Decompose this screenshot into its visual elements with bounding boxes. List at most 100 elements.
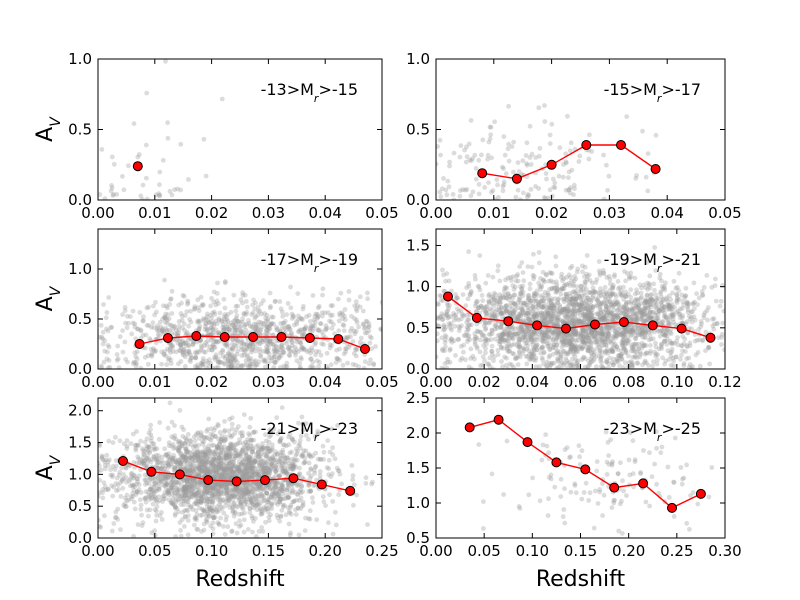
scatter-point [334,355,340,361]
scatter-point [228,359,234,365]
scatter-point [579,300,585,305]
scatter-point [622,308,628,313]
scatter-point [184,331,189,337]
scatter-point [250,302,256,308]
scatter-point [336,318,342,324]
scatter-point [320,292,325,298]
scatter-point [245,352,250,358]
scatter-point [289,331,294,337]
scatter-point [134,349,140,355]
scatter-point [265,318,271,324]
scatter-point [552,285,557,291]
scatter-point [287,348,293,354]
scatter-point [156,191,162,197]
scatter-point [600,364,605,369]
scatter-point [155,325,160,331]
scatter-point [509,324,515,330]
scatter-point [597,314,603,320]
scatter-point [300,306,306,312]
scatter-point [220,353,226,359]
scatter-point [520,307,526,313]
scatter-point [546,327,552,333]
scatter-point [466,283,472,289]
scatter-point [586,290,592,295]
scatter-point [105,342,111,348]
scatter-point [194,349,200,355]
scatter-point [507,309,513,315]
scatter-point [510,330,516,336]
scatter-point [502,338,508,343]
scatter-point [264,324,270,330]
scatter-point [234,344,239,349]
scatter-point [492,119,497,125]
scatter-point [687,340,693,346]
scatter-point [161,351,167,357]
scatter-point [587,316,593,322]
scatter-point [598,334,604,340]
scatter-point [230,337,236,343]
scatter-point [507,361,513,367]
scatter-point [615,347,620,352]
y-axis-label: AV [33,116,64,142]
scatter-point [600,333,606,339]
scatter-point [660,318,666,324]
scatter-point [470,353,476,359]
scatter-point [692,317,698,323]
scatter-point [617,285,623,290]
scatter-point [660,331,666,337]
scatter-point [569,337,575,343]
scatter-point [569,320,575,326]
scatter-point [463,333,468,338]
scatter-point [200,361,206,367]
scatter-point [253,314,259,319]
scatter-point [305,349,310,355]
scatter-point [274,327,280,333]
scatter-point [196,319,202,325]
scatter-point [180,340,186,345]
scatter-point [551,342,557,347]
scatter-point [215,301,221,306]
scatter-point [757,301,762,306]
scatter-point [590,311,595,316]
scatter-point [210,310,216,316]
scatter-point [665,302,670,308]
scatter-point [201,349,207,355]
scatter-point [204,328,210,334]
scatter-point [603,307,608,313]
scatter-point [601,196,607,200]
scatter-point [601,315,607,320]
scatter-point [476,284,482,290]
scatter-point [589,312,595,318]
scatter-point [579,346,585,352]
scatter-point [558,357,564,362]
scatter-point [566,308,572,314]
scatter-point [543,309,548,315]
scatter-point [239,328,245,334]
scatter-point [650,363,655,369]
scatter-point [513,331,519,337]
scatter-point [606,306,612,312]
scatter-point [319,329,325,335]
scatter-point [584,316,590,321]
scatter-point [589,350,595,356]
scatter-point [680,305,685,311]
scatter-point [482,333,487,339]
scatter-point [225,358,231,364]
scatter-point [353,346,358,351]
scatter-point [490,188,496,193]
scatter-point [238,340,244,346]
scatter-point [366,321,372,327]
scatter-point [507,294,513,299]
scatter-point [198,294,204,300]
scatter-point [562,306,568,312]
scatter-point [175,332,181,338]
scatter-point [135,326,141,332]
scatter-point [572,346,578,351]
scatter-point [105,328,111,334]
scatter-point [567,336,572,342]
scatter-point [580,328,586,334]
scatter-point [111,161,117,167]
scatter-point [463,159,469,165]
scatter-point [573,300,579,306]
scatter-point [520,330,526,336]
